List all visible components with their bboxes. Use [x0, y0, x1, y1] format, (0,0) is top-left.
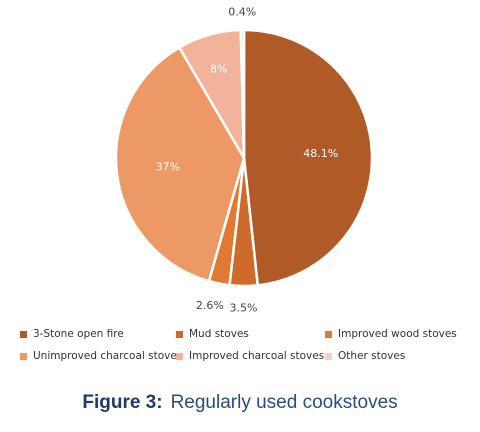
- legend-label: Unimproved charcoal stoves: [33, 350, 183, 362]
- legend-label: 3-Stone open fire: [33, 328, 124, 340]
- data-label: 2.6%: [196, 299, 224, 312]
- figure-caption-text: Regularly used cookstoves: [170, 392, 398, 413]
- legend-item-other-stoves: Other stoves: [325, 350, 405, 362]
- legend-label: Other stoves: [338, 350, 406, 362]
- legend-item-improved-wood-stoves: Improved wood stoves: [325, 328, 457, 340]
- chart-legend: 3-Stone open fire Mud stoves Improved wo…: [0, 318, 480, 370]
- data-label: 48.1%: [303, 147, 338, 160]
- legend-item-mud-stoves: Mud stoves: [176, 328, 249, 340]
- pie-slice-other-stoves: [239, 28, 246, 160]
- figure-caption: Figure 3: Regularly used cookstoves: [0, 392, 480, 414]
- pie-data-labels: 48.1% 3.5% 2.6% 37% 8% 0.4%: [156, 6, 339, 315]
- data-label: 37%: [156, 161, 180, 174]
- figure-caption-label: Figure 3:: [82, 392, 163, 413]
- legend-swatch: [20, 352, 27, 360]
- pie-slice-unimproved-charcoal-stoves: [114, 46, 246, 283]
- legend-swatch: [325, 330, 332, 338]
- legend-swatch: [325, 352, 332, 360]
- legend-swatch: [20, 330, 27, 338]
- data-label: 3.5%: [230, 302, 258, 315]
- legend-label: Mud stoves: [189, 328, 249, 340]
- legend-label: Improved wood stoves: [338, 328, 457, 340]
- legend-item-improved-charcoal-stoves: Improved charcoal stoves: [176, 350, 324, 362]
- data-label: 0.4%: [228, 6, 256, 19]
- legend-label: Improved charcoal stoves: [189, 350, 325, 362]
- legend-item-unimproved-charcoal-stoves: Unimproved charcoal stoves: [20, 350, 182, 362]
- legend-item-3-stone-open-fire: 3-Stone open fire: [20, 328, 124, 340]
- legend-swatch: [176, 352, 183, 360]
- legend-swatch: [176, 330, 183, 338]
- pie-slice-3-stone-open-fire: [242, 28, 374, 287]
- data-label: 8%: [210, 62, 227, 75]
- pie-slices: [114, 28, 374, 288]
- pie-chart: 48.1% 3.5% 2.6% 37% 8% 0.4%: [114, 6, 374, 315]
